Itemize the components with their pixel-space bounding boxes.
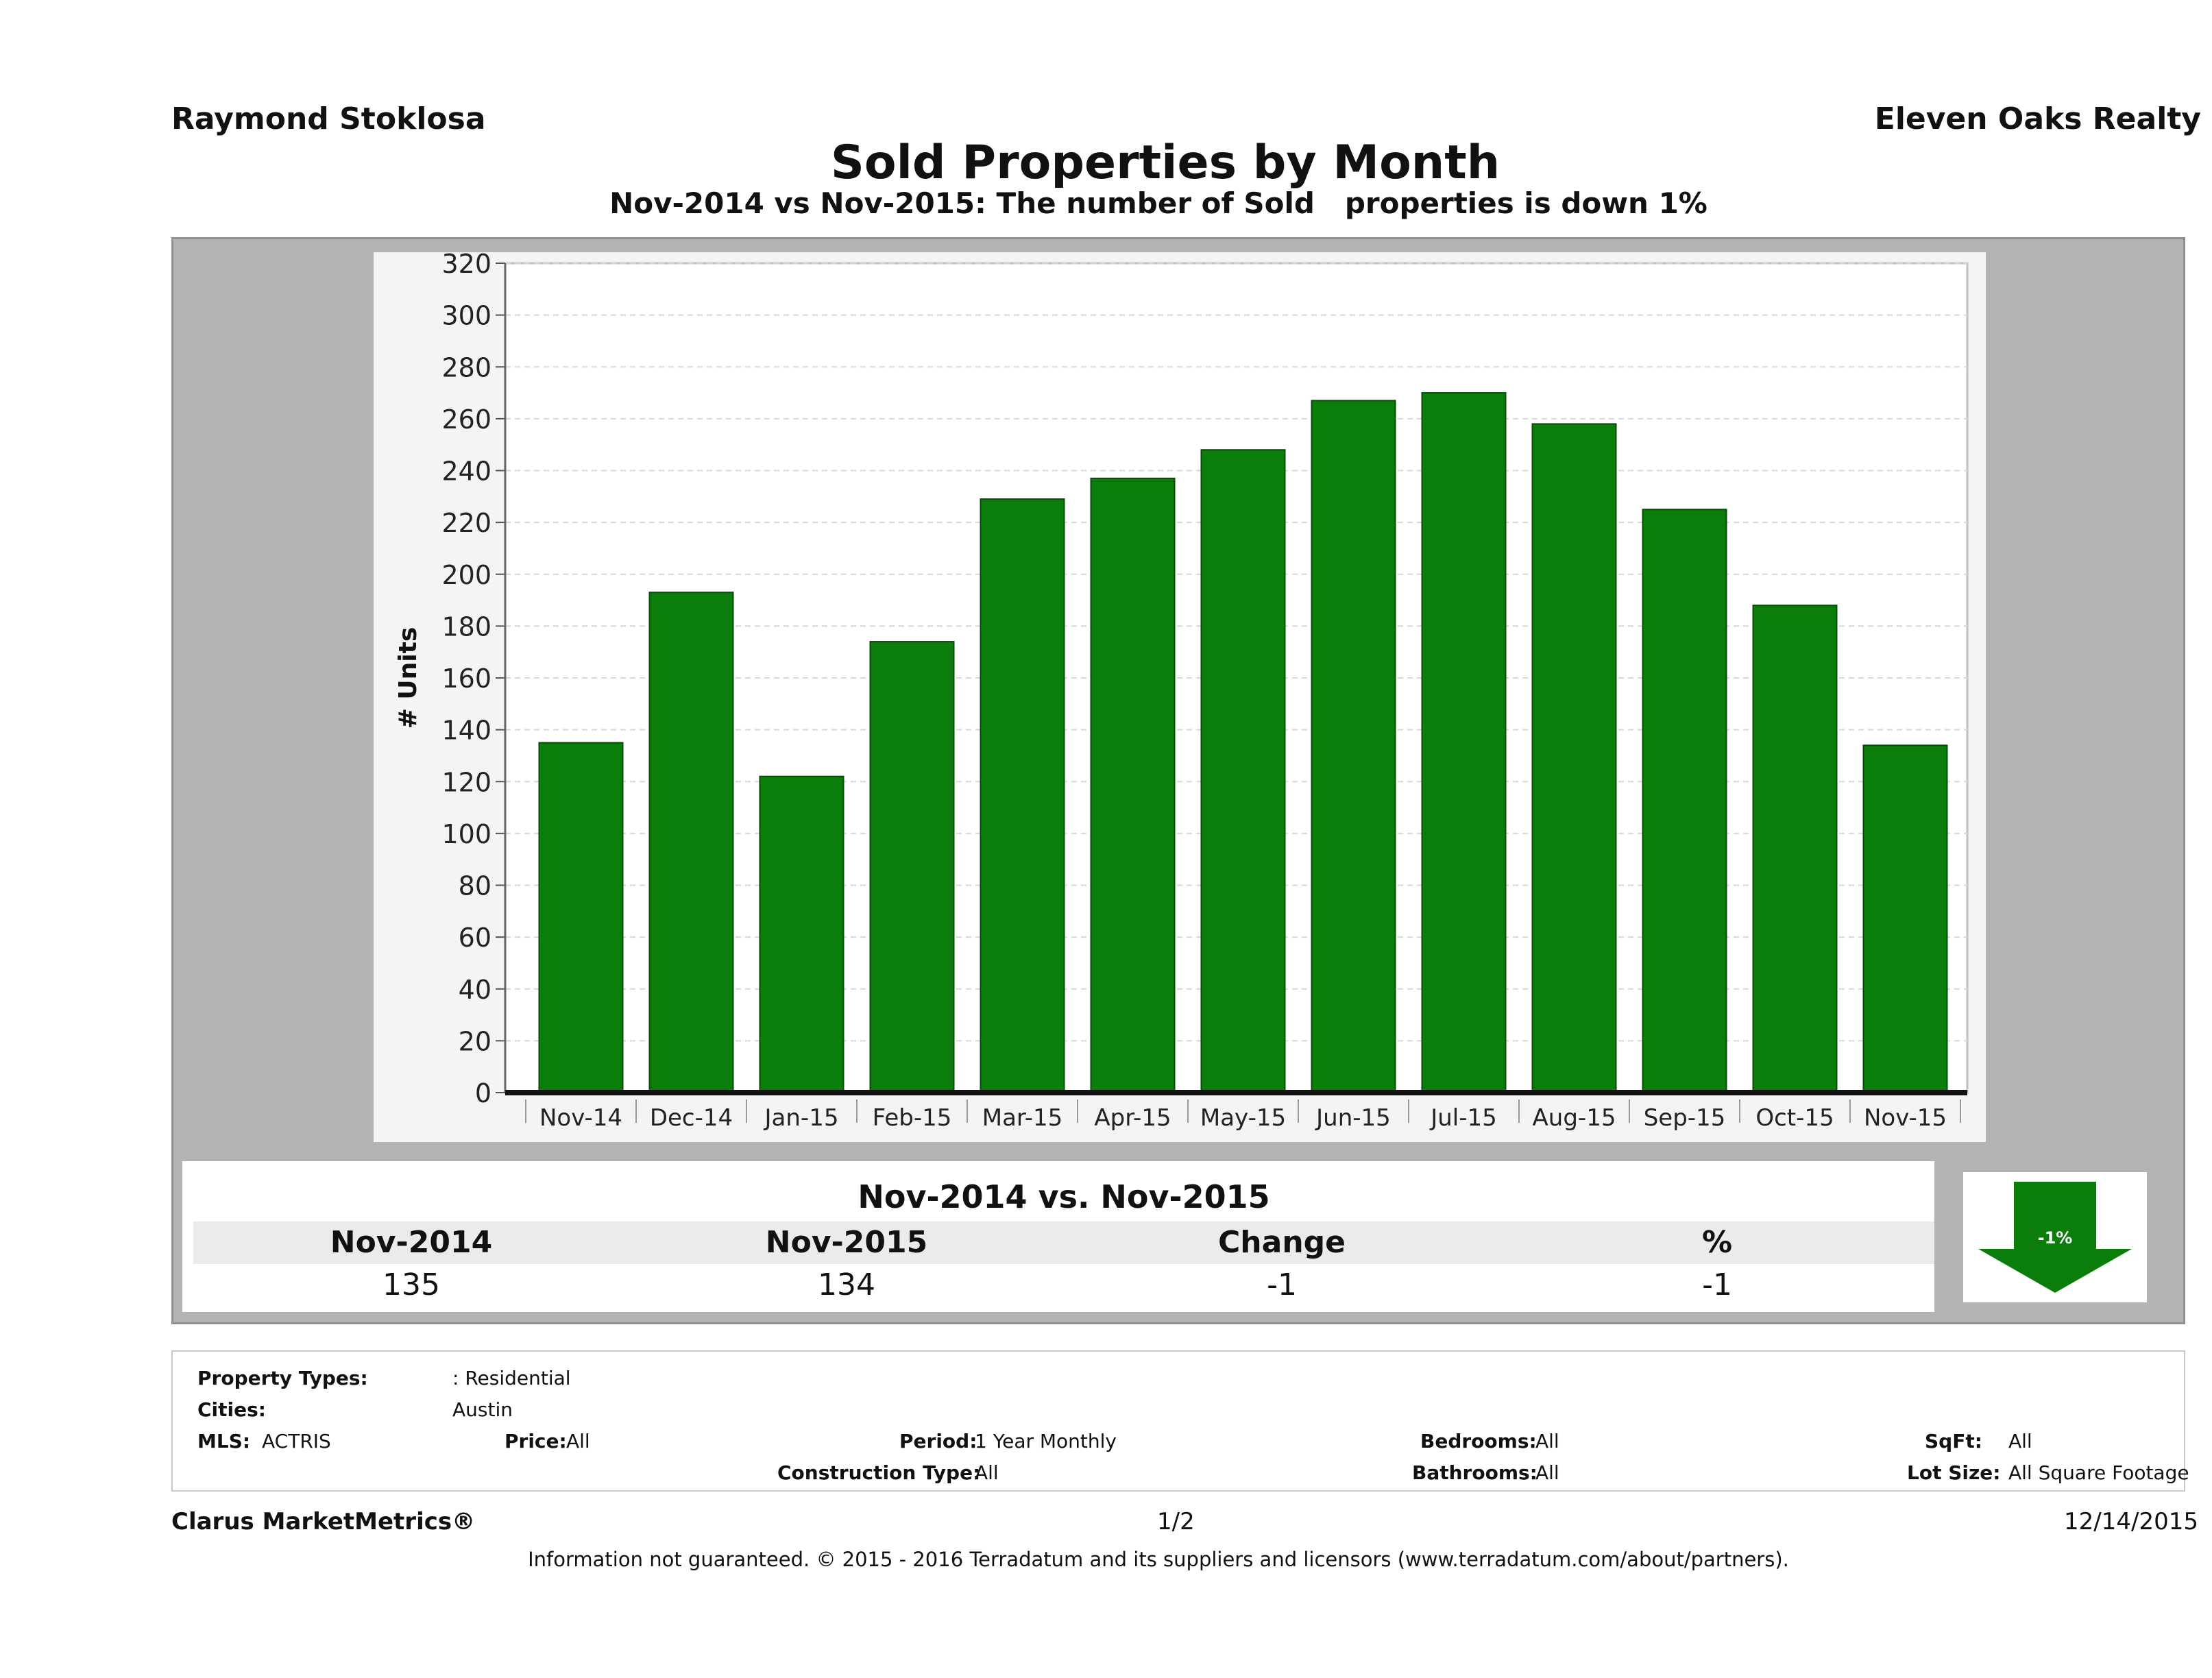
y-tick-label: 240 [441,457,491,487]
period-label: Period: [899,1430,977,1452]
x-tick-label: Nov-15 [1864,1104,1947,1132]
y-tick-label: 260 [441,404,491,435]
summary-value-nov-2014: 135 [382,1267,440,1302]
company-name: Eleven Oaks Realty [1874,101,2201,136]
sqft-value: All [2008,1430,2032,1452]
bar [1642,509,1727,1093]
arrow-label: -1% [2038,1228,2073,1248]
bar [1311,400,1396,1093]
bar [980,498,1065,1093]
summary-header-nov-2015: Nov-2015 [765,1225,928,1260]
down-arrow-icon [1978,1182,2132,1293]
y-tick-label: 140 [441,716,491,746]
bar [1421,392,1507,1093]
bar [1752,605,1838,1093]
agent-name: Raymond Stoklosa [171,101,486,136]
y-tick-label: 0 [475,1078,491,1108]
summary-value-percent: -1 [1702,1267,1732,1302]
y-axis-label: # Units [394,627,422,729]
summary-header-percent: % [1701,1225,1733,1260]
y-tick-label: 40 [459,975,491,1005]
y-tick-label: 80 [459,871,491,901]
x-tick-label: Aug-15 [1533,1104,1616,1132]
cities-value: Austin [452,1398,513,1421]
price-value: All [566,1430,590,1452]
construction-type-label: Construction Type: [777,1461,981,1484]
bar [869,641,955,1093]
y-tick-label: 320 [441,252,491,279]
sqft-label: SqFt: [1925,1430,1982,1452]
period-value: 1 Year Monthly [975,1430,1117,1452]
y-tick-label: 100 [441,819,491,849]
mls-label: MLS: [197,1430,251,1452]
x-tick-label: Sep-15 [1644,1104,1726,1132]
bedrooms-label: Bedrooms: [1420,1430,1537,1452]
bar [1200,449,1286,1093]
y-tick-label: 180 [441,611,491,642]
y-tick-label: 280 [441,352,491,382]
x-tick-label: Dec-14 [650,1104,733,1132]
filter-info-box [171,1350,2185,1492]
summary-header-change: Change [1218,1225,1346,1260]
bar [1531,423,1617,1093]
y-tick-label: 60 [459,923,491,953]
cities-label: Cities: [197,1398,266,1421]
property-types-value: : Residential [452,1367,571,1389]
x-tick-label: May-15 [1200,1104,1286,1132]
x-tick-label: Oct-15 [1755,1104,1834,1132]
page-number: 1/2 [1157,1508,1195,1535]
plot-panel: 0 20 40 60 80 100 120 140 160 180 200 220 240 260 280 3… [374,252,1986,1142]
x-tick-label: Mar-15 [982,1104,1063,1132]
y-tick-label: 20 [459,1026,491,1056]
trend-indicator: -1% [1963,1172,2147,1302]
lot-size-label: Lot Size: [1907,1461,2001,1484]
y-tick-label: 300 [441,301,491,331]
disclaimer: Information not guaranteed. © 2015 - 201… [528,1548,1789,1571]
summary-value-change: -1 [1267,1267,1297,1302]
y-tick-label: 160 [441,664,491,694]
summary-value-nov-2015: 134 [818,1267,875,1302]
bedrooms-value: All [1535,1430,1559,1452]
bar [1090,477,1176,1093]
chart-subtitle: Nov-2014 vs Nov-2015: The number of Sold… [609,186,1707,220]
x-tick-label: Jan-15 [764,1104,839,1132]
x-tick-label: Jun-15 [1315,1104,1391,1132]
x-tick-label: Jul-15 [1429,1104,1497,1132]
price-label: Price: [505,1430,567,1452]
bathrooms-value: All [1535,1461,1559,1484]
report-date: 12/14/2015 [2064,1508,2198,1535]
summary-header-row [193,1221,1934,1264]
x-tick-label: Nov-14 [539,1104,622,1132]
construction-type-value: All [975,1461,999,1484]
x-tick-label: Apr-15 [1094,1104,1171,1132]
mls-value: ACTRIS [262,1430,331,1452]
bar [1862,744,1948,1093]
y-tick-label: 120 [441,767,491,797]
bar [759,775,844,1093]
summary-heading: Nov-2014 vs. Nov-2015 [858,1178,1270,1215]
bar [648,592,734,1093]
chart-title: Sold Properties by Month [830,136,1500,190]
lot-size-value: All Square Footage [2008,1461,2189,1484]
summary-value-row [193,1265,1934,1305]
bathrooms-label: Bathrooms: [1412,1461,1538,1484]
bar-chart: 0 20 40 60 80 100 120 140 160 180 200 220 240 260 280 3… [394,252,1969,1132]
summary-header-nov-2014: Nov-2014 [330,1225,493,1260]
y-tick-label: 200 [441,560,491,590]
bar [538,742,624,1093]
y-tick-label: 220 [441,508,491,538]
footer-brand: Clarus MarketMetrics® [171,1508,476,1535]
property-types-label: Property Types: [197,1367,368,1389]
x-tick-label: Feb-15 [873,1104,952,1132]
